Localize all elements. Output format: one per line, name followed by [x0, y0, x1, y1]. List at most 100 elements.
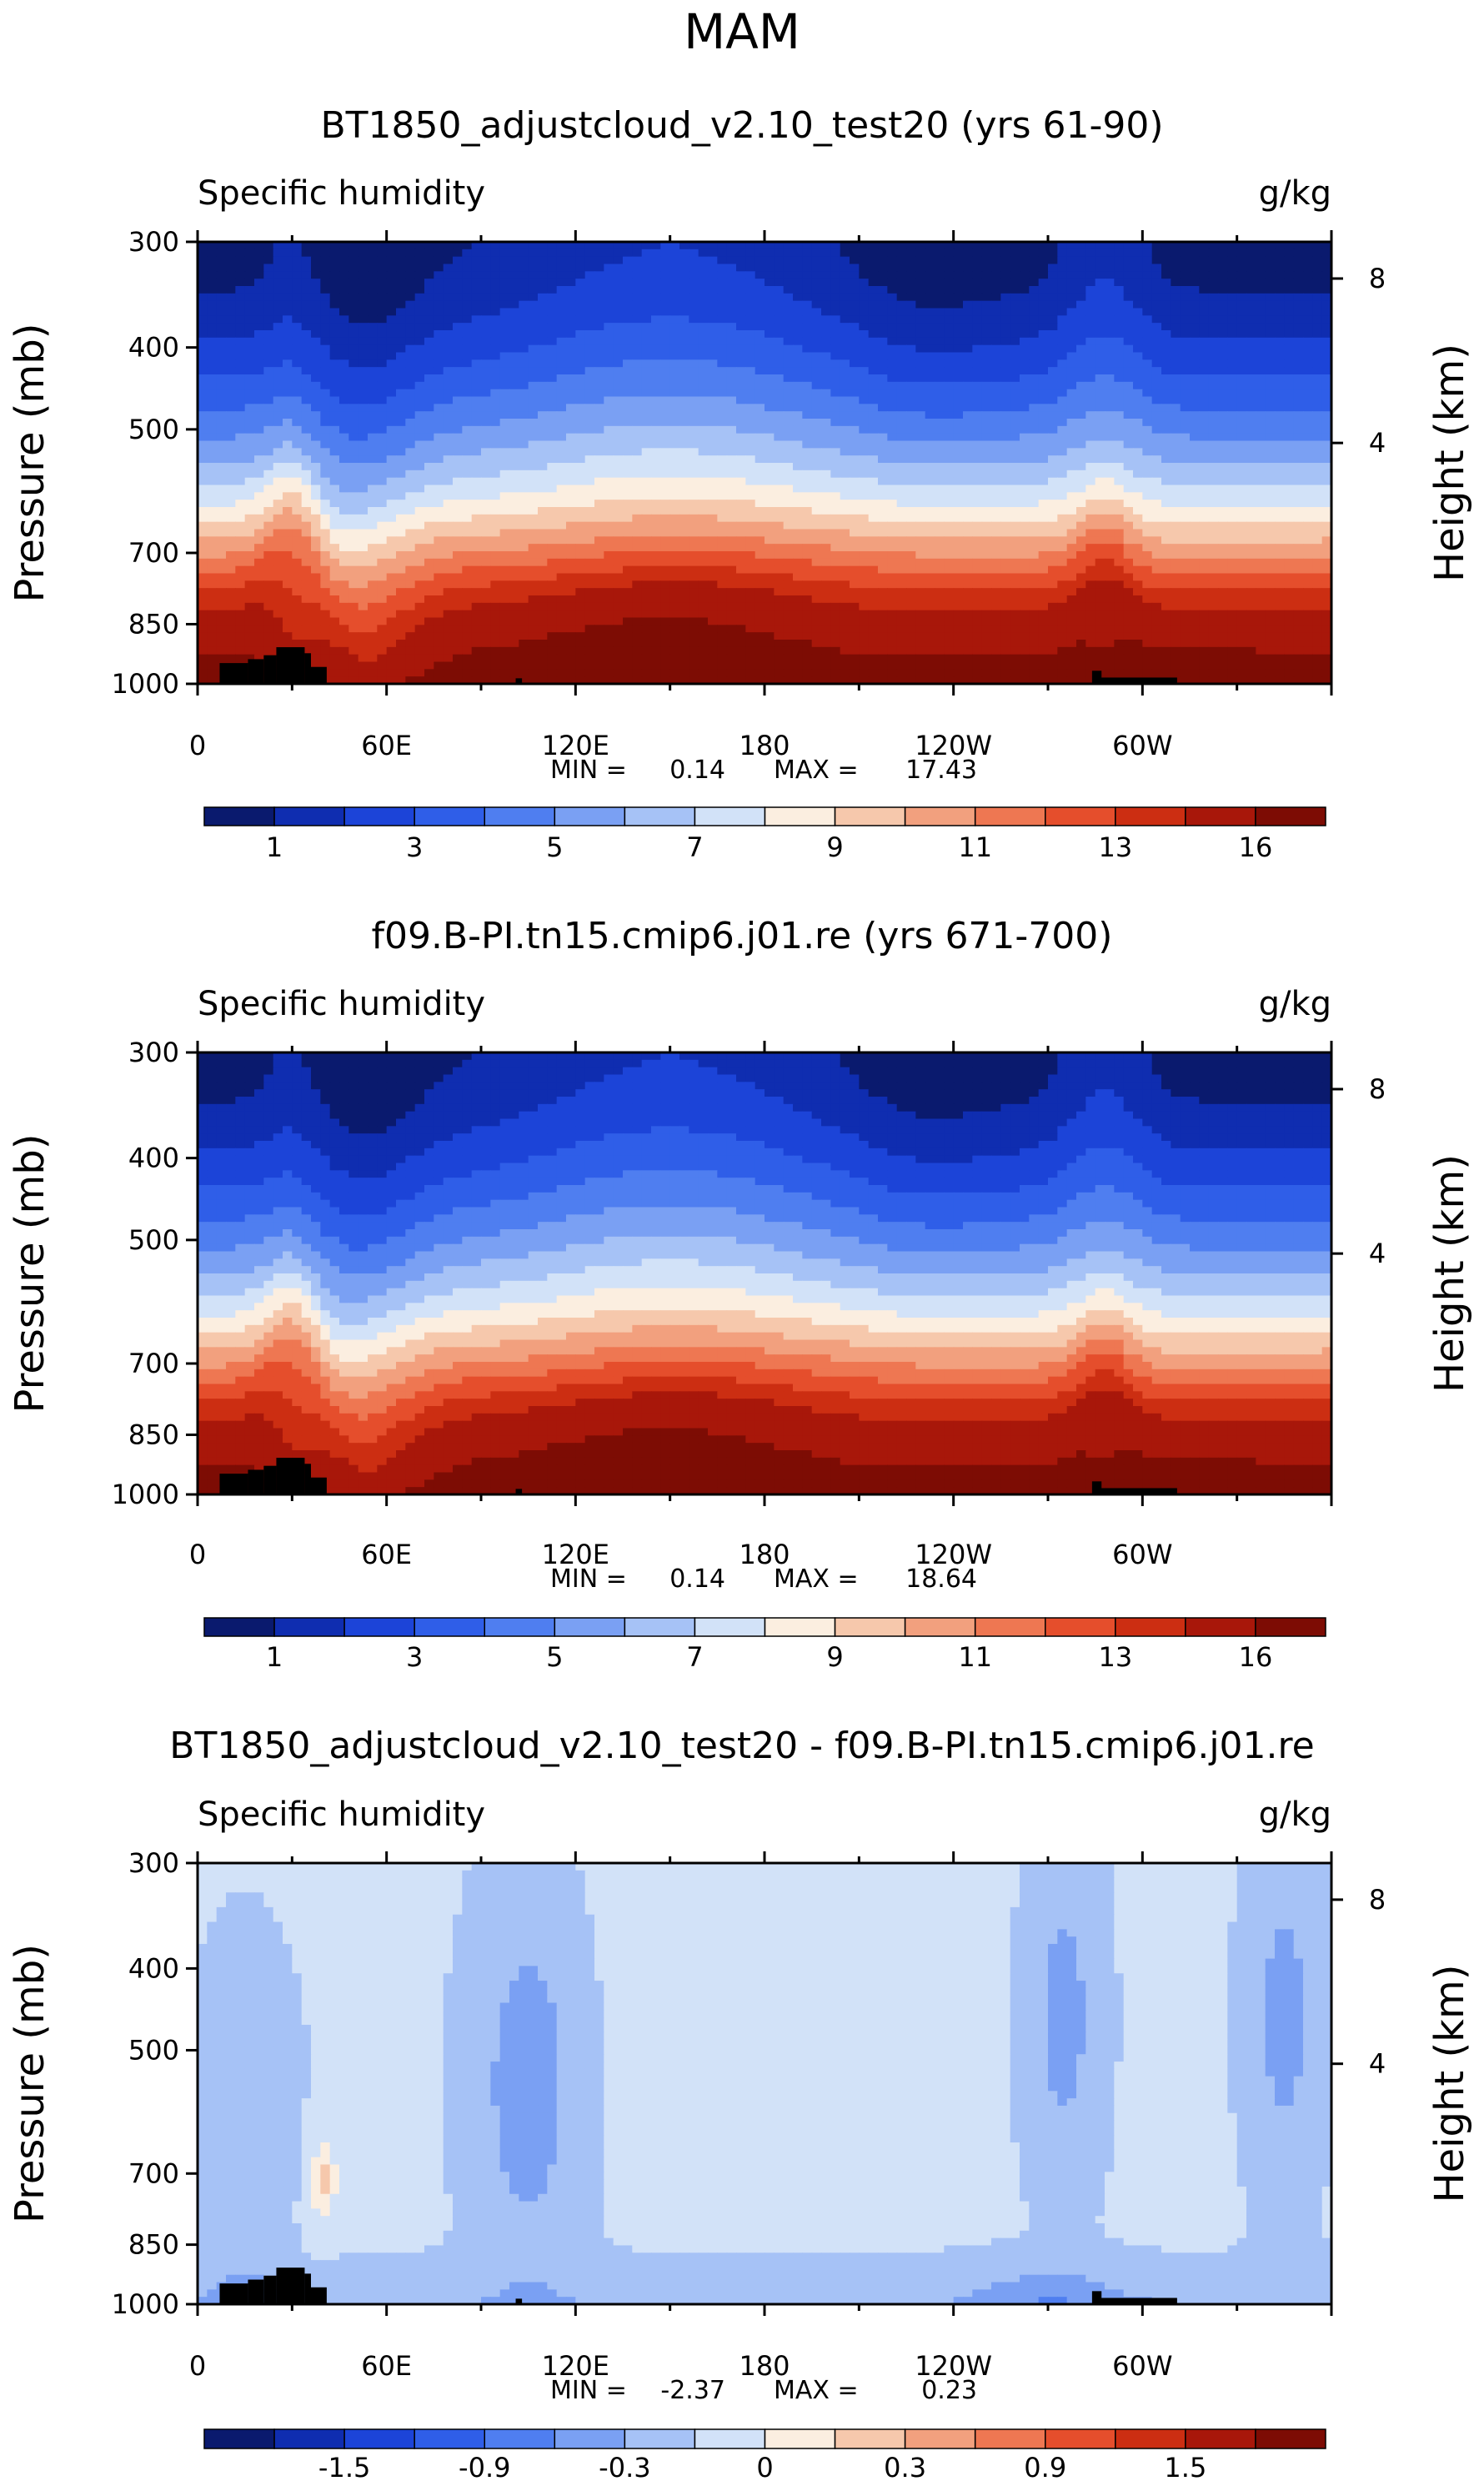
heatmap-cell [1039, 434, 1049, 441]
heatmap-cell [207, 507, 217, 515]
heatmap-cell [830, 485, 840, 493]
heatmap-cell [1199, 441, 1209, 449]
heatmap-cell [396, 492, 406, 500]
heatmap-cell [547, 411, 557, 419]
heatmap-cell [519, 257, 529, 264]
heatmap-cell [339, 330, 349, 338]
heatmap-cell [972, 426, 982, 434]
heatmap-cell [1133, 257, 1143, 264]
heatmap-cell [302, 264, 312, 272]
heatmap-cell [614, 448, 624, 455]
heatmap-cell [812, 455, 822, 463]
heatmap-cell [217, 367, 227, 374]
heatmap-cell [935, 522, 945, 530]
heatmap-cell [869, 441, 879, 449]
heatmap-cell [273, 367, 283, 374]
heatmap-cell [320, 448, 330, 455]
heatmap-cell [481, 294, 491, 301]
heatmap-cell [699, 470, 709, 478]
heatmap-cell [1227, 530, 1237, 537]
heatmap-cell [991, 301, 1001, 309]
heatmap-cell [963, 515, 973, 522]
heatmap-cell [481, 264, 491, 272]
heatmap-cell [765, 478, 775, 485]
heatmap-cell [1057, 485, 1067, 493]
heatmap-cell [1076, 382, 1086, 389]
heatmap-cell [1133, 522, 1143, 530]
heatmap-cell [472, 544, 482, 551]
heatmap-cell [1114, 353, 1124, 360]
heatmap-cell [935, 294, 945, 301]
heatmap-cell [1114, 330, 1124, 338]
heatmap-cell [198, 353, 208, 360]
heatmap-cell [1237, 455, 1247, 463]
heatmap-cell [642, 279, 652, 286]
heatmap-cell [717, 544, 727, 551]
heatmap-cell [566, 478, 576, 485]
heatmap-cell [547, 492, 557, 500]
heatmap-cell [830, 309, 840, 316]
heatmap-cell [1303, 309, 1313, 316]
heatmap-cell [812, 279, 822, 286]
heatmap-cell [1142, 507, 1152, 515]
heatmap-cell [368, 492, 378, 500]
heatmap-cell [632, 345, 642, 353]
heatmap-cell [538, 455, 548, 463]
heatmap-cell [708, 434, 718, 441]
heatmap-cell [273, 264, 283, 272]
heatmap-cell [793, 249, 803, 257]
heatmap-cell [1000, 507, 1010, 515]
heatmap-cell [1199, 286, 1209, 294]
heatmap-cell [963, 536, 973, 544]
heatmap-cell [500, 434, 510, 441]
heatmap-cell [1227, 345, 1237, 353]
heatmap-cell [963, 404, 973, 411]
heatmap-cell [802, 345, 812, 353]
heatmap-cell [1171, 397, 1181, 404]
heatmap-cell [614, 309, 624, 316]
heatmap-cell [1048, 397, 1058, 404]
heatmap-cell [273, 536, 283, 544]
heatmap-cell [1303, 411, 1313, 419]
heatmap-cell [670, 397, 680, 404]
heatmap-cell [840, 286, 850, 294]
heatmap-cell [500, 507, 510, 515]
heatmap-cell [1076, 397, 1086, 404]
heatmap-cell [982, 404, 992, 411]
heatmap-cell [1161, 330, 1171, 338]
heatmap-cell [283, 286, 293, 294]
heatmap-cell [529, 404, 539, 411]
heatmap-cell [991, 315, 1001, 323]
heatmap-cell [263, 544, 273, 551]
heatmap-cell [405, 507, 415, 515]
heatmap-cell [1010, 367, 1020, 374]
units-label: g/kg [1259, 174, 1331, 213]
heatmap-cell [424, 463, 434, 470]
heatmap-cell [991, 309, 1001, 316]
heatmap-cell [1048, 536, 1058, 544]
heatmap-cell [490, 382, 500, 389]
heatmap-cell [1181, 507, 1191, 515]
heatmap-cell [198, 455, 208, 463]
heatmap-cell [1057, 448, 1067, 455]
heatmap-cell [1312, 271, 1322, 279]
heatmap-cell [254, 485, 264, 493]
heatmap-cell [623, 419, 633, 426]
heatmap-cell [1161, 367, 1171, 374]
heatmap-cell [320, 286, 330, 294]
heatmap-cell [339, 382, 349, 389]
heatmap-cell [405, 294, 415, 301]
heatmap-cell [689, 448, 699, 455]
heatmap-cell [869, 374, 879, 382]
heatmap-cell [490, 522, 500, 530]
heatmap-cell [859, 249, 869, 257]
heatmap-cell [614, 507, 624, 515]
heatmap-cell [604, 367, 614, 374]
heatmap-cell [1124, 507, 1134, 515]
heatmap-cell [1303, 345, 1313, 353]
heatmap-cell [1067, 530, 1077, 537]
heatmap-cell [434, 404, 444, 411]
heatmap-cell [897, 522, 907, 530]
heatmap-cell [859, 257, 869, 264]
heatmap-cell [283, 338, 293, 345]
